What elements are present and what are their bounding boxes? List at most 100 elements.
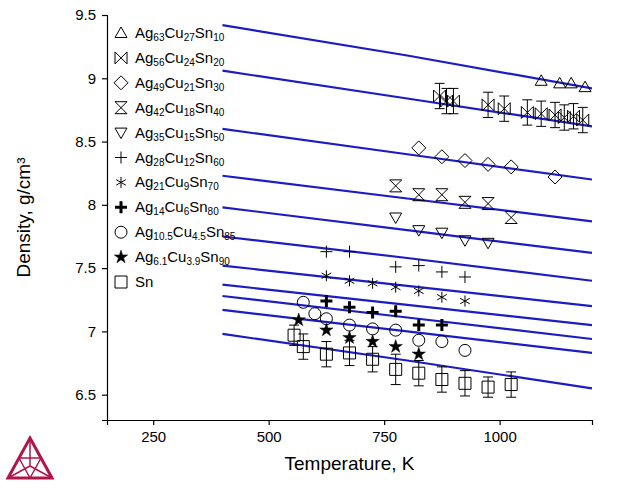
- error-bar: [391, 354, 401, 384]
- legend-subscript: 30: [213, 81, 225, 92]
- data-point: [389, 340, 402, 353]
- data-point: [367, 323, 379, 335]
- data-point: [549, 109, 561, 121]
- legend-label: Ag28Cu12Sn60: [135, 149, 225, 168]
- legend-text-part: Sn: [200, 248, 218, 265]
- legend-text-part: Sn: [195, 124, 213, 141]
- y-tick: 6.5: [75, 386, 107, 403]
- model-line: [222, 334, 592, 388]
- data-point: [482, 238, 494, 249]
- data-point: [435, 150, 449, 164]
- legend-text-part: Sn: [135, 273, 153, 290]
- legend-subscript: 70: [208, 181, 220, 192]
- x-tick-mark: [384, 420, 385, 425]
- data-point: [344, 301, 356, 313]
- legend-subscript: 14: [153, 206, 165, 217]
- y-tick-label: 9.5: [75, 6, 96, 23]
- series-points: [322, 270, 470, 306]
- x-tick-mark: [153, 420, 154, 425]
- legend-text-part: Sn: [195, 149, 213, 166]
- data-point: [434, 90, 446, 102]
- x-tick-mark: [500, 420, 501, 425]
- data-point: [413, 189, 425, 201]
- logo-outer: [8, 438, 52, 478]
- model-line: [222, 236, 592, 280]
- data-point: [458, 154, 472, 168]
- legend-item: Ag42Cu18Sn40: [115, 99, 225, 118]
- legend-text-part: Cu: [167, 248, 186, 265]
- data-point: [436, 266, 448, 278]
- legend-marker: [115, 128, 127, 139]
- legend-marker: [114, 250, 127, 263]
- legend-subscript: 35: [153, 131, 165, 142]
- error-bar: [368, 347, 378, 372]
- model-line: [222, 207, 592, 253]
- y-tick: 7.5: [75, 259, 107, 276]
- legend-subscript: 49: [153, 81, 165, 92]
- y-tick-label: 6.5: [75, 386, 96, 403]
- data-point: [413, 334, 425, 346]
- legend-text-part: Ag: [135, 24, 153, 41]
- legend-subscript: 28: [153, 156, 165, 167]
- data-point: [344, 347, 356, 359]
- data-point: [554, 77, 566, 88]
- y-tick: 9: [88, 70, 107, 87]
- plot-area: [222, 25, 592, 397]
- model-line: [222, 129, 592, 180]
- x-axis-title: Temperature, K: [285, 453, 415, 474]
- legend-label: Ag63Cu27Sn10: [135, 24, 225, 43]
- legend-marker: [115, 27, 127, 38]
- series-points: [288, 325, 517, 397]
- series-points: [320, 295, 447, 331]
- data-point: [498, 103, 510, 115]
- legend-text-part: Sn: [189, 173, 207, 190]
- legend-label: Sn: [135, 273, 153, 290]
- legend: Ag63Cu27Sn10Ag56Cu24Sn20Ag49Cu21Sn30Ag42…: [114, 24, 236, 290]
- legend-label: Ag42Cu18Sn40: [135, 99, 225, 118]
- series-points: [320, 246, 471, 283]
- data-point: [367, 353, 379, 365]
- series-points: [535, 75, 591, 92]
- legend-text-part: Ag: [135, 198, 153, 215]
- legend-label: Ag49Cu21Sn30: [135, 74, 225, 93]
- data-point: [482, 99, 494, 111]
- data-point: [413, 260, 425, 272]
- data-point: [390, 180, 402, 192]
- legend-subscript: 10: [213, 32, 225, 43]
- x-tick-label: 750: [372, 428, 397, 445]
- y-tick-mark: [102, 205, 107, 206]
- legend-subscript: 63: [153, 32, 165, 43]
- data-point: [390, 305, 402, 317]
- legend-subscript: 21: [184, 81, 196, 92]
- legend-text-part: Ag: [135, 124, 153, 141]
- legend-subscript: 6.1: [153, 256, 167, 267]
- legend-label: Ag6.1Cu3.9Sn90: [135, 248, 230, 267]
- data-point: [390, 213, 402, 224]
- error-bar: [437, 367, 447, 392]
- legend-item: Ag49Cu21Sn30: [114, 74, 225, 93]
- data-point: [414, 285, 424, 296]
- x-tick: 250: [141, 420, 166, 445]
- legend-marker: [116, 177, 126, 188]
- x-axis: 2505007501000: [108, 420, 593, 445]
- data-point: [436, 189, 448, 201]
- legend-item: Ag10.5Cu4.5Sn85: [115, 223, 236, 242]
- y-tick: 8.5: [75, 133, 107, 150]
- data-point: [412, 347, 425, 360]
- x-tick-label: 1000: [483, 428, 516, 445]
- error-bar: [536, 101, 546, 126]
- data-point: [535, 75, 547, 86]
- y-tick-label: 8.5: [75, 133, 96, 150]
- legend-subscript: 56: [153, 56, 165, 67]
- legend-subscript: 12: [184, 156, 196, 167]
- data-point: [391, 282, 401, 293]
- data-point: [288, 329, 300, 341]
- legend-subscript: 50: [213, 131, 225, 142]
- legend-label: Ag14Cu6Sn80: [135, 198, 219, 217]
- data-point: [548, 170, 562, 184]
- data-point: [412, 141, 426, 155]
- legend-label: Ag21Cu9Sn70: [135, 173, 219, 192]
- legend-text-part: Ag: [135, 248, 153, 265]
- x-tick: 750: [372, 420, 397, 445]
- y-tick-mark: [102, 15, 107, 16]
